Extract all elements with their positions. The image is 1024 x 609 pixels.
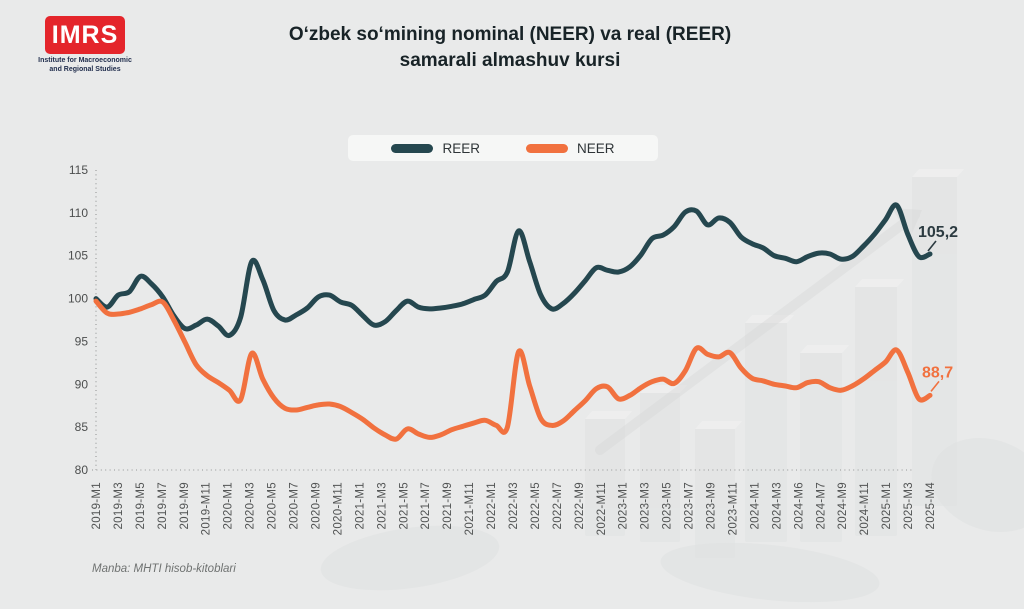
x-tick-label: 2020-M1 bbox=[223, 482, 235, 530]
reer-annotation-leader bbox=[927, 240, 937, 252]
x-tick-label: 2023-M3 bbox=[640, 482, 652, 530]
x-tick-label: 2020-M11 bbox=[332, 482, 344, 535]
x-tick-label: 2020-M9 bbox=[310, 482, 322, 530]
legend-item-reer: REER bbox=[391, 141, 480, 156]
y-tick-label: 80 bbox=[75, 463, 89, 477]
x-tick-label: 2021-M3 bbox=[376, 482, 388, 530]
x-tick-label: 2023-M9 bbox=[706, 482, 718, 530]
x-tick-label: 2022-M11 bbox=[596, 482, 608, 535]
y-tick-label: 85 bbox=[75, 420, 89, 434]
x-tick-label: 2023-M5 bbox=[662, 482, 674, 530]
x-tick-label: 2025-M3 bbox=[903, 482, 915, 530]
watermark-bar bbox=[855, 286, 897, 536]
x-tick-label: 2024-M9 bbox=[837, 482, 849, 530]
legend-item-neer: NEER bbox=[526, 141, 615, 156]
x-tick-label: 2024-M1 bbox=[749, 482, 761, 530]
x-tick-label: 2021-M1 bbox=[354, 482, 366, 530]
x-tick-label: 2019-M9 bbox=[179, 482, 191, 530]
x-tick-label: 2019-M3 bbox=[113, 482, 125, 530]
page-title: O‘zbek so‘mining nominal (NEER) va real … bbox=[240, 22, 780, 73]
reer-line bbox=[93, 202, 933, 339]
neer-annotation-leader bbox=[930, 380, 940, 392]
x-tick-label: 2019-M7 bbox=[157, 482, 169, 530]
watermark-bar bbox=[640, 392, 680, 542]
page-title-line1: O‘zbek so‘mining nominal (NEER) va real … bbox=[288, 24, 732, 45]
legend: REER NEER bbox=[348, 135, 658, 161]
watermark-bar bbox=[585, 418, 625, 536]
x-tick-label: 2020-M7 bbox=[289, 482, 301, 530]
x-tick-label: 2023-M7 bbox=[684, 482, 696, 530]
x-tick-label: 2023-M11 bbox=[727, 482, 739, 535]
x-tick-label: 2022-M9 bbox=[574, 482, 586, 530]
x-tick-label: 2022-M3 bbox=[508, 482, 520, 530]
y-tick-label: 90 bbox=[75, 377, 89, 391]
x-tick-label: 2025-M4 bbox=[925, 482, 937, 530]
x-tick-label: 2020-M5 bbox=[267, 482, 279, 530]
y-tick-label: 110 bbox=[69, 206, 88, 220]
reer-last-value-label: 105,2 bbox=[918, 224, 958, 241]
y-tick-label: 100 bbox=[68, 292, 88, 306]
x-tick-label: 2024-M7 bbox=[815, 482, 827, 530]
x-tick-label: 2021-M9 bbox=[442, 482, 454, 530]
x-tick-label: 2024-M3 bbox=[771, 482, 783, 530]
legend-label-neer: NEER bbox=[577, 140, 615, 156]
x-tick-label: 2023-M1 bbox=[618, 482, 630, 530]
imrs-logo: IMRS Institute for Macroeconomic and Reg… bbox=[25, 16, 145, 75]
x-tick-label: 2024-M11 bbox=[859, 482, 871, 535]
x-tick-label: 2025-M1 bbox=[881, 482, 893, 530]
x-tick-label: 2019-M5 bbox=[135, 482, 147, 530]
x-tick-label: 2021-M5 bbox=[398, 482, 410, 530]
x-tick-label: 2022-M1 bbox=[486, 482, 498, 530]
source-note: Manba: MHTI hisob-kitoblari bbox=[92, 563, 236, 575]
imrs-logo-mark: IMRS bbox=[45, 16, 125, 54]
imrs-logo-subtitle-line1: Institute for Macroeconomic bbox=[38, 57, 132, 64]
x-tick-label: 2022-M5 bbox=[530, 482, 542, 530]
imrs-logo-subtitle-line2: and Regional Studies bbox=[49, 65, 121, 73]
neer-line-swatch bbox=[526, 143, 568, 153]
x-tick-label: 2020-M3 bbox=[245, 482, 257, 530]
page-title-line2: samarali almashuv kursi bbox=[399, 49, 621, 71]
x-tick-label: 2021-M7 bbox=[420, 482, 432, 530]
reer-line-swatch bbox=[391, 143, 434, 153]
neer-last-value-label: 88,7 bbox=[922, 364, 953, 381]
watermark-bar bbox=[695, 428, 735, 558]
y-tick-label: 105 bbox=[68, 249, 88, 263]
imrs-logo-acronym: IMRS bbox=[51, 20, 119, 49]
watermark-bar bbox=[745, 322, 787, 542]
x-tick-label: 2024-M6 bbox=[793, 482, 805, 530]
neer-line bbox=[93, 298, 933, 442]
y-tick-label: 95 bbox=[75, 334, 89, 348]
legend-label-reer: REER bbox=[442, 140, 480, 156]
x-tick-label: 2019-M11 bbox=[201, 482, 213, 535]
x-tick-label: 2021-M11 bbox=[464, 482, 476, 535]
y-tick-label: 115 bbox=[69, 163, 88, 177]
imrs-logo-subtitle: Institute for Macroeconomic and Regional… bbox=[25, 57, 145, 75]
x-tick-label: 2022-M7 bbox=[552, 482, 564, 530]
x-tick-label: 2019-M1 bbox=[91, 482, 103, 530]
